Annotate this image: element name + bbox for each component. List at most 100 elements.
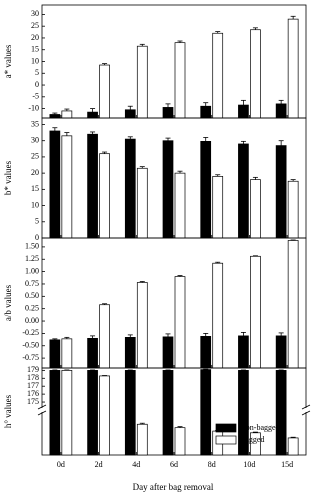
bar <box>61 110 73 119</box>
bar <box>49 130 61 239</box>
bar <box>87 111 98 119</box>
y-tick-label: 175 <box>27 397 39 406</box>
bar <box>250 29 261 119</box>
bar <box>49 114 61 119</box>
y-tick-label: 30 <box>31 136 39 145</box>
bar <box>200 141 212 239</box>
legend-swatch <box>215 423 237 433</box>
y-tick-label: 30 <box>31 9 39 18</box>
bar <box>61 338 73 369</box>
break-mark <box>37 404 47 410</box>
bar <box>212 32 224 119</box>
bar <box>124 370 136 456</box>
y-tick-label: 15 <box>31 184 39 193</box>
y-axis-label: h° values <box>3 394 13 428</box>
bar <box>250 179 261 239</box>
y-tick-label: -0.25 <box>22 328 39 337</box>
x-tick-label: 8d <box>208 460 216 469</box>
y-tick-label: 35 <box>31 119 39 128</box>
x-tick-label: 2d <box>95 460 103 469</box>
x-tick-label: 10d <box>243 460 255 469</box>
bar <box>61 135 73 239</box>
bar <box>238 104 249 119</box>
bar <box>124 138 136 239</box>
bar <box>99 153 110 239</box>
bar <box>49 339 61 369</box>
bar <box>162 370 174 456</box>
y-tick-label: 178 <box>27 373 39 382</box>
bar <box>238 143 249 239</box>
bar <box>124 337 136 369</box>
y-tick-label: 25 <box>31 152 39 161</box>
y-tick-label: 15 <box>31 45 39 54</box>
bar <box>200 369 212 456</box>
legend-label: Bagged <box>240 435 264 444</box>
bar <box>87 337 98 369</box>
bar <box>49 370 61 456</box>
y-tick-label: 1.50 <box>25 242 39 251</box>
bar <box>275 145 287 239</box>
y-tick-label: 0.25 <box>25 304 39 313</box>
y-tick-label: 10 <box>31 56 39 65</box>
bar <box>275 335 287 369</box>
y-tick-label: 20 <box>31 168 39 177</box>
bar <box>287 18 299 119</box>
y-tick-label: 0 <box>35 80 39 89</box>
bar <box>124 109 136 119</box>
x-tick-label: 0d <box>57 460 65 469</box>
bar <box>174 42 186 119</box>
plot-frame <box>41 117 307 239</box>
bar <box>99 304 110 369</box>
y-tick-label: 0.00 <box>25 316 39 325</box>
bar <box>200 336 212 369</box>
axis-break <box>39 408 309 412</box>
plot-frame <box>41 4 307 119</box>
bar <box>287 437 299 456</box>
y-tick-label: 0 <box>35 233 39 242</box>
bar <box>136 423 148 456</box>
y-tick-label: 20 <box>31 33 39 42</box>
bar <box>99 64 110 119</box>
bar <box>162 140 174 239</box>
legend-label: Non-bagged <box>240 423 280 432</box>
x-tick-label: 15d <box>281 460 293 469</box>
x-axis-label: Day after bag removal <box>133 482 214 492</box>
y-axis-label: b* values <box>3 160 13 195</box>
bar <box>200 105 212 119</box>
legend-swatch <box>215 435 237 445</box>
bar <box>238 335 249 369</box>
y-tick-label: 0.50 <box>25 291 39 300</box>
y-axis-label: a/b values <box>3 284 13 321</box>
y-tick-label: 10 <box>31 200 39 209</box>
break-mark <box>37 410 47 416</box>
bar <box>162 336 174 369</box>
bar <box>99 375 110 456</box>
bar <box>212 262 224 369</box>
bar <box>174 172 186 239</box>
bar <box>162 107 174 119</box>
chart: Day after bag removal a* values -10 -5 0 5 10… <box>3 4 311 492</box>
bar <box>174 427 186 456</box>
break-mark <box>301 404 311 410</box>
y-tick-label: -5 <box>32 92 39 101</box>
bar <box>275 103 287 119</box>
bar <box>87 370 98 456</box>
y-tick-label: 5 <box>35 217 39 226</box>
plot-frame <box>41 237 307 369</box>
y-axis-label: a* values <box>3 44 13 78</box>
bar <box>87 133 98 239</box>
y-tick-label: 177 <box>27 381 39 390</box>
x-tick-label: 6d <box>170 460 178 469</box>
y-tick-label: -0.50 <box>22 341 39 350</box>
y-tick-label: 176 <box>27 389 39 398</box>
bar <box>136 282 148 369</box>
bar <box>136 167 148 239</box>
bar <box>174 276 186 369</box>
y-tick-label: 1.00 <box>25 266 39 275</box>
bar <box>212 176 224 239</box>
y-tick-label: 25 <box>31 21 39 30</box>
y-tick-label: -10 <box>28 103 39 112</box>
y-tick-label: 179 <box>27 365 39 374</box>
x-tick-label: 4d <box>132 460 140 469</box>
y-tick-label: 0.75 <box>25 279 39 288</box>
